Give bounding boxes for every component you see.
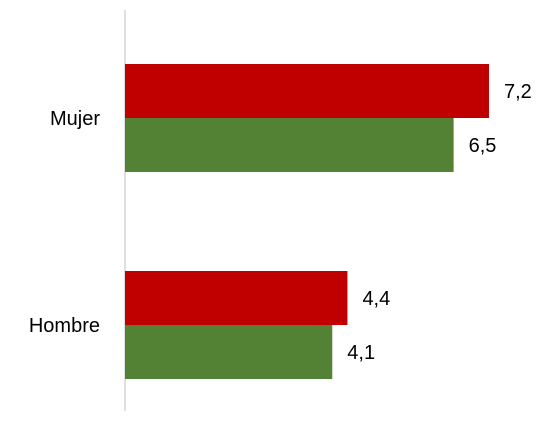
category-label-mujer: Mujer (50, 108, 100, 130)
bar-mujer-series-0 (125, 64, 489, 118)
bar-hombre-series-0 (125, 271, 348, 325)
bar-hombre-series-1 (125, 325, 333, 379)
value-label-hombre-series-1: 4,1 (347, 342, 375, 364)
bars-layer (125, 64, 489, 379)
category-label-hombre: Hombre (29, 315, 100, 337)
category-labels-layer: Mujer Hombre (29, 108, 100, 337)
bar-mujer-series-1 (125, 118, 454, 172)
value-label-hombre-series-0: 4,4 (362, 288, 390, 310)
value-label-mujer-series-1: 6,5 (469, 135, 497, 157)
value-label-mujer-series-0: 7,2 (504, 81, 532, 103)
value-labels-layer: 7,2 6,5 4,4 4,1 (347, 81, 532, 364)
